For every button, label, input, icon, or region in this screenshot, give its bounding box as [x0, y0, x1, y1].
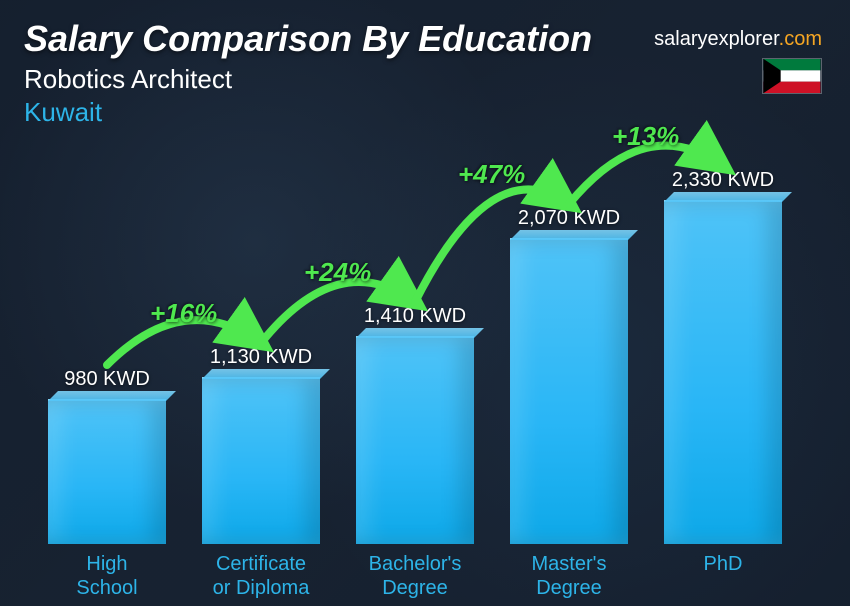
- increment-pct: +24%: [304, 257, 371, 288]
- source-attribution: salaryexplorer.com: [654, 28, 822, 51]
- increment-arrows: [30, 140, 800, 544]
- x-axis-labels: HighSchool Certificateor Diploma Bachelor'…: [30, 552, 800, 600]
- x-label: Certificateor Diploma: [196, 552, 326, 600]
- kuwait-flag-icon: [762, 58, 822, 94]
- x-label: HighSchool: [42, 552, 172, 600]
- increment-arrow: [261, 282, 415, 343]
- increment-pct: +16%: [150, 298, 217, 329]
- x-label: Bachelor'sDegree: [350, 552, 480, 600]
- x-label: PhD: [658, 552, 788, 600]
- increment-arrow: [569, 146, 723, 204]
- source-name: salaryexplorer: [654, 28, 779, 50]
- chart-area: 980 KWD1,130 KWD1,410 KWD2,070 KWD2,330 …: [30, 140, 800, 544]
- increment-pct: +47%: [458, 159, 525, 190]
- increment-arrow: [415, 189, 569, 302]
- chart-country: Kuwait: [24, 97, 826, 128]
- chart-subtitle: Robotics Architect: [24, 64, 826, 95]
- x-label: Master'sDegree: [504, 552, 634, 600]
- source-tld: .com: [779, 28, 822, 50]
